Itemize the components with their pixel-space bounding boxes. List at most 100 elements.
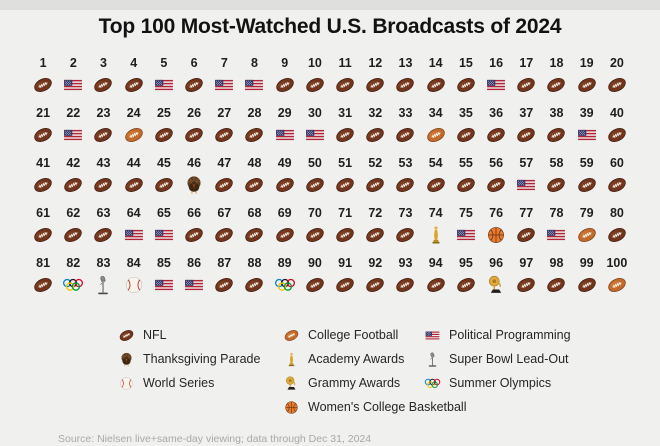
- grid-cell: 8: [239, 56, 269, 97]
- grid-cell: 41: [28, 156, 58, 197]
- grid-cell: 55: [451, 156, 481, 197]
- rank-label: 88: [247, 256, 262, 270]
- nfl-football-icon: [576, 274, 598, 296]
- grid-cell: 13: [390, 56, 420, 97]
- rank-label: 65: [156, 206, 171, 220]
- nfl-football-icon: [274, 174, 296, 196]
- rank-label: 56: [489, 156, 504, 170]
- grid-cell: 12: [360, 56, 390, 97]
- rank-label: 46: [187, 156, 202, 170]
- top-border: [0, 0, 660, 10]
- rank-label: 40: [609, 106, 624, 120]
- legend-label: Summer Olympics: [449, 376, 552, 390]
- legend-item: Grammy Awards: [283, 371, 466, 395]
- grid-cell: 25: [149, 106, 179, 147]
- rank-label: 1: [39, 56, 47, 70]
- rank-label: 91: [338, 256, 353, 270]
- rank-label: 18: [549, 56, 564, 70]
- rank-label: 39: [579, 106, 594, 120]
- rank-label: 31: [338, 106, 353, 120]
- rank-label: 95: [458, 256, 473, 270]
- nfl-football-icon: [485, 124, 507, 146]
- rank-label: 4: [130, 56, 138, 70]
- rank-label: 9: [281, 56, 289, 70]
- nfl-football-icon: [394, 74, 416, 96]
- nfl-football-icon: [123, 174, 145, 196]
- grid-cell: 99: [572, 256, 602, 297]
- grid-cell: 59: [572, 156, 602, 197]
- nfl-football-icon: [545, 274, 567, 296]
- grid-cell: 46: [179, 156, 209, 197]
- nfl-football-icon: [32, 124, 54, 146]
- grid-cell: 21: [28, 106, 58, 147]
- grid-cell: 100: [602, 256, 632, 297]
- nfl-football-icon: [334, 174, 356, 196]
- nfl-football-icon: [213, 124, 235, 146]
- nfl-football-icon: [243, 224, 265, 246]
- baseball-icon: [118, 375, 135, 392]
- nfl-football-icon: [32, 174, 54, 196]
- rank-label: 52: [368, 156, 383, 170]
- grid-cell: 65: [149, 206, 179, 247]
- college-football-icon: [606, 274, 628, 296]
- rank-label: 14: [428, 56, 443, 70]
- rank-label: 84: [126, 256, 141, 270]
- rank-label: 69: [277, 206, 292, 220]
- grid-cell: 72: [360, 206, 390, 247]
- grid-cell: 16: [481, 56, 511, 97]
- nfl-football-icon: [485, 174, 507, 196]
- rank-label: 74: [428, 206, 443, 220]
- rank-label: 48: [247, 156, 262, 170]
- rank-label: 96: [489, 256, 504, 270]
- nfl-football-icon: [304, 224, 326, 246]
- legend-label: Academy Awards: [308, 352, 405, 366]
- nfl-football-icon: [153, 124, 175, 146]
- rank-label: 81: [36, 256, 51, 270]
- us-flag-icon: [545, 224, 567, 246]
- grid-cell: 29: [270, 106, 300, 147]
- grid-cell: 35: [451, 106, 481, 147]
- rank-label: 89: [277, 256, 292, 270]
- oscar-statuette-icon: [283, 351, 300, 368]
- turkey-icon: [183, 174, 205, 196]
- grid-cell: 73: [390, 206, 420, 247]
- microphone-icon: [92, 274, 114, 296]
- grid-cell: 40: [602, 106, 632, 147]
- nfl-football-icon: [455, 74, 477, 96]
- nfl-football-icon: [515, 74, 537, 96]
- nfl-football-icon: [32, 224, 54, 246]
- grid-cell: 62: [58, 206, 88, 247]
- rank-label: 28: [247, 106, 262, 120]
- nfl-football-icon: [606, 74, 628, 96]
- rank-label: 80: [609, 206, 624, 220]
- us-flag-icon: [455, 224, 477, 246]
- legend-item: World Series: [118, 371, 260, 395]
- rank-label: 13: [398, 56, 413, 70]
- grid-cell: 70: [300, 206, 330, 247]
- rank-label: 76: [489, 206, 504, 220]
- nfl-football-icon: [334, 74, 356, 96]
- legend-item: NFL: [118, 323, 260, 347]
- grid-cell: 47: [209, 156, 239, 197]
- nfl-football-icon: [576, 174, 598, 196]
- grid-cell: 95: [451, 256, 481, 297]
- rank-label: 59: [579, 156, 594, 170]
- grid-cell: 1: [28, 56, 58, 97]
- rank-label: 82: [66, 256, 81, 270]
- grid-cell: 33: [390, 106, 420, 147]
- rank-label: 22: [66, 106, 81, 120]
- nfl-football-icon: [606, 224, 628, 246]
- grid-cell: 63: [88, 206, 118, 247]
- grid-cell: 30: [300, 106, 330, 147]
- nfl-football-icon: [153, 174, 175, 196]
- nfl-football-icon: [364, 74, 386, 96]
- legend-label: World Series: [143, 376, 215, 390]
- nfl-football-icon: [425, 174, 447, 196]
- nfl-football-icon: [394, 224, 416, 246]
- nfl-football-icon: [334, 124, 356, 146]
- rank-label: 86: [187, 256, 202, 270]
- nfl-football-icon: [123, 74, 145, 96]
- us-flag-icon: [183, 274, 205, 296]
- nfl-football-icon: [183, 74, 205, 96]
- legend-label: NFL: [143, 328, 167, 342]
